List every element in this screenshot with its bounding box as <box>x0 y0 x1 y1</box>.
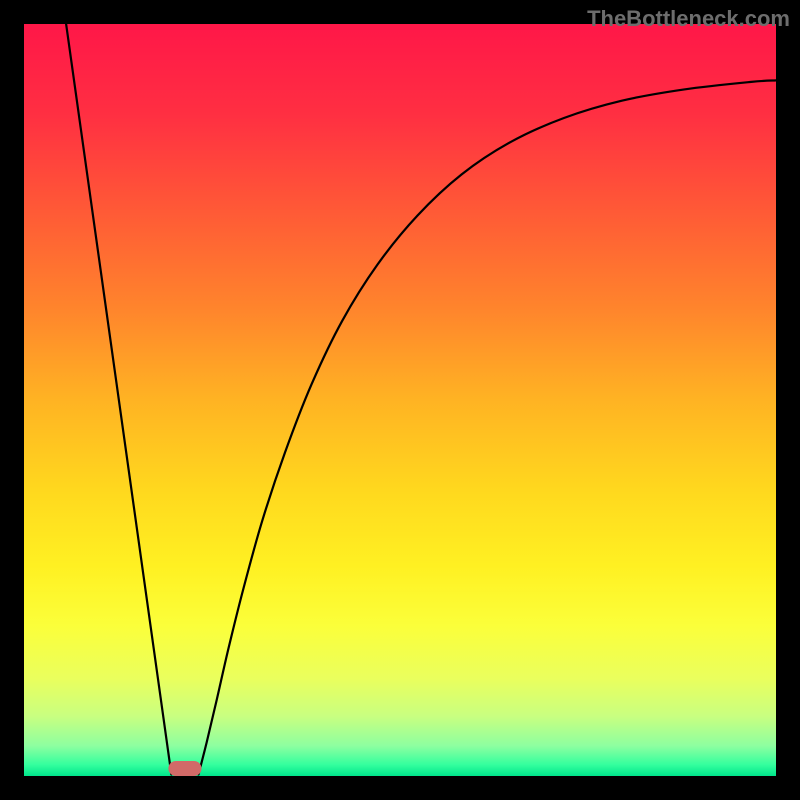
plot-background <box>24 24 776 776</box>
chart-svg <box>0 0 800 800</box>
chart-container: TheBottleneck.com <box>0 0 800 800</box>
optimum-marker <box>168 761 201 776</box>
watermark-text: TheBottleneck.com <box>587 6 790 32</box>
